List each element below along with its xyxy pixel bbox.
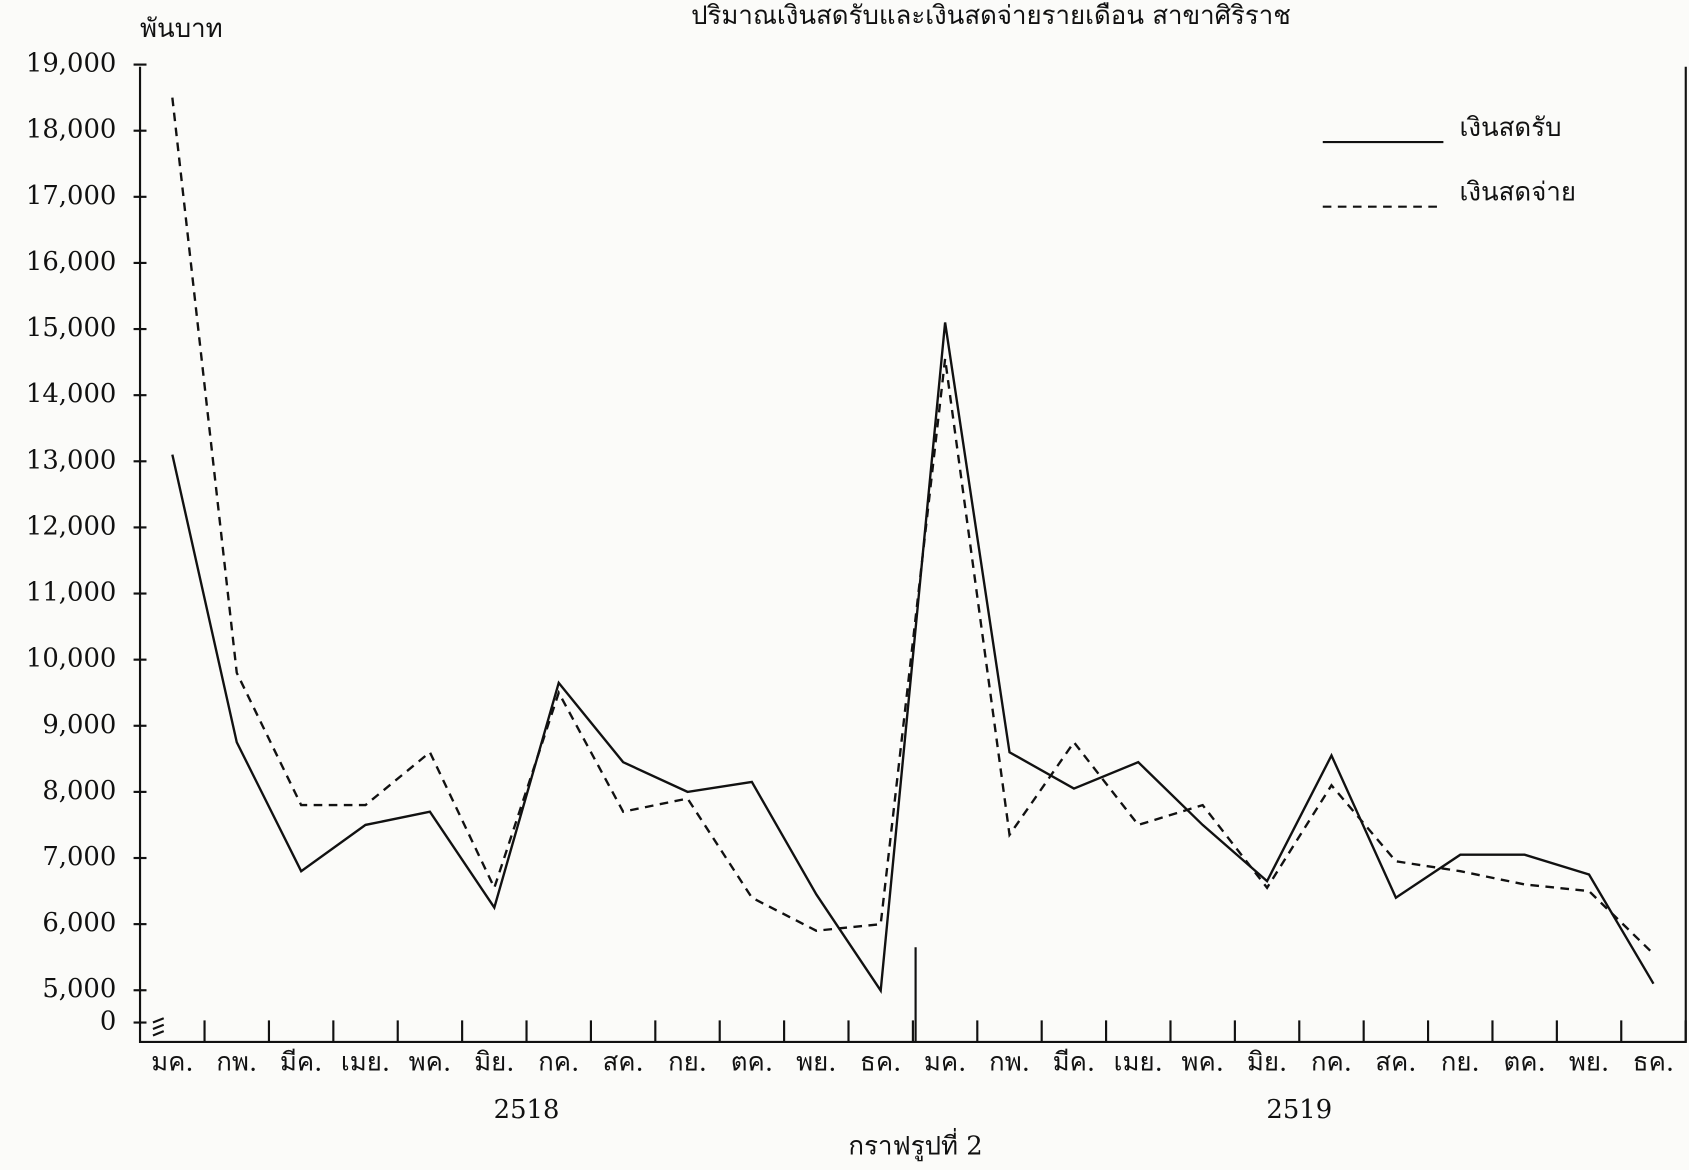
x-tick-label: มีค. <box>280 1047 323 1077</box>
x-tick-label: มีค. <box>1053 1047 1096 1077</box>
y-tick-label: 8,000 <box>42 776 116 806</box>
y-tick-label: 14,000 <box>26 379 116 409</box>
y-tick-label: 5,000 <box>42 974 116 1004</box>
x-tick-label: กค. <box>1311 1047 1352 1077</box>
x-tick-label: ตค. <box>1504 1047 1546 1077</box>
series-line <box>172 322 1653 990</box>
x-group-label: 2519 <box>1266 1095 1332 1125</box>
x-tick-label: มค. <box>151 1047 194 1077</box>
axis-break <box>153 1018 164 1035</box>
y-tick-label: 0 <box>100 1007 116 1037</box>
x-tick-label: สค. <box>1375 1047 1416 1077</box>
y-tick-label: 13,000 <box>26 445 116 475</box>
x-tick-label: มิย. <box>474 1047 514 1077</box>
x-tick-label: กพ. <box>216 1047 257 1077</box>
x-tick-label: พค. <box>409 1047 452 1077</box>
y-tick-label: 12,000 <box>26 511 116 541</box>
x-tick-label: ตค. <box>731 1047 773 1077</box>
x-tick-label: เมย. <box>1114 1047 1163 1077</box>
y-tick-label: 17,000 <box>26 181 116 211</box>
x-tick-label: กค. <box>538 1047 579 1077</box>
y-tick-label: 10,000 <box>26 644 116 674</box>
y-tick-label: 16,000 <box>26 247 116 277</box>
x-tick-label: ธค. <box>860 1047 901 1077</box>
x-tick-label: กย. <box>668 1047 707 1077</box>
y-tick-label: 19,000 <box>26 49 116 79</box>
series-line <box>172 98 1653 954</box>
y-tick-label: 15,000 <box>26 313 116 343</box>
x-tick-label: พย. <box>1569 1047 1609 1077</box>
y-tick-label: 7,000 <box>42 842 116 872</box>
x-tick-label: พย. <box>796 1047 836 1077</box>
caption: กราฟรูปที่ 2 <box>848 1127 982 1161</box>
chart: ปริมาณเงินสดรับและเงินสดจ่ายรายเดือน สาข… <box>0 0 1689 1170</box>
axis-frame <box>140 67 1686 1042</box>
x-tick-label: มิย. <box>1247 1047 1287 1077</box>
x-tick-label: ธค. <box>1633 1047 1674 1077</box>
y-tick-label: 6,000 <box>42 908 116 938</box>
x-group-label: 2518 <box>494 1095 560 1125</box>
x-tick-label: กพ. <box>989 1047 1030 1077</box>
y-tick-label: 18,000 <box>26 115 116 145</box>
chart-title: ปริมาณเงินสดรับและเงินสดจ่ายรายเดือน สาข… <box>691 1 1291 31</box>
y-tick-label: 9,000 <box>42 710 116 740</box>
x-tick-label: กย. <box>1441 1047 1480 1077</box>
x-tick-label: สค. <box>602 1047 643 1077</box>
x-tick-label: มค. <box>924 1047 967 1077</box>
x-tick-label: เมย. <box>341 1047 390 1077</box>
y-axis-title: พันบาท <box>140 14 223 44</box>
legend-label: เงินสดจ่าย <box>1460 178 1576 208</box>
page: ปริมาณเงินสดรับและเงินสดจ่ายรายเดือน สาข… <box>0 0 1689 1170</box>
legend-label: เงินสดรับ <box>1460 113 1562 143</box>
x-tick-label: พค. <box>1181 1047 1224 1077</box>
y-tick-label: 11,000 <box>26 578 116 608</box>
